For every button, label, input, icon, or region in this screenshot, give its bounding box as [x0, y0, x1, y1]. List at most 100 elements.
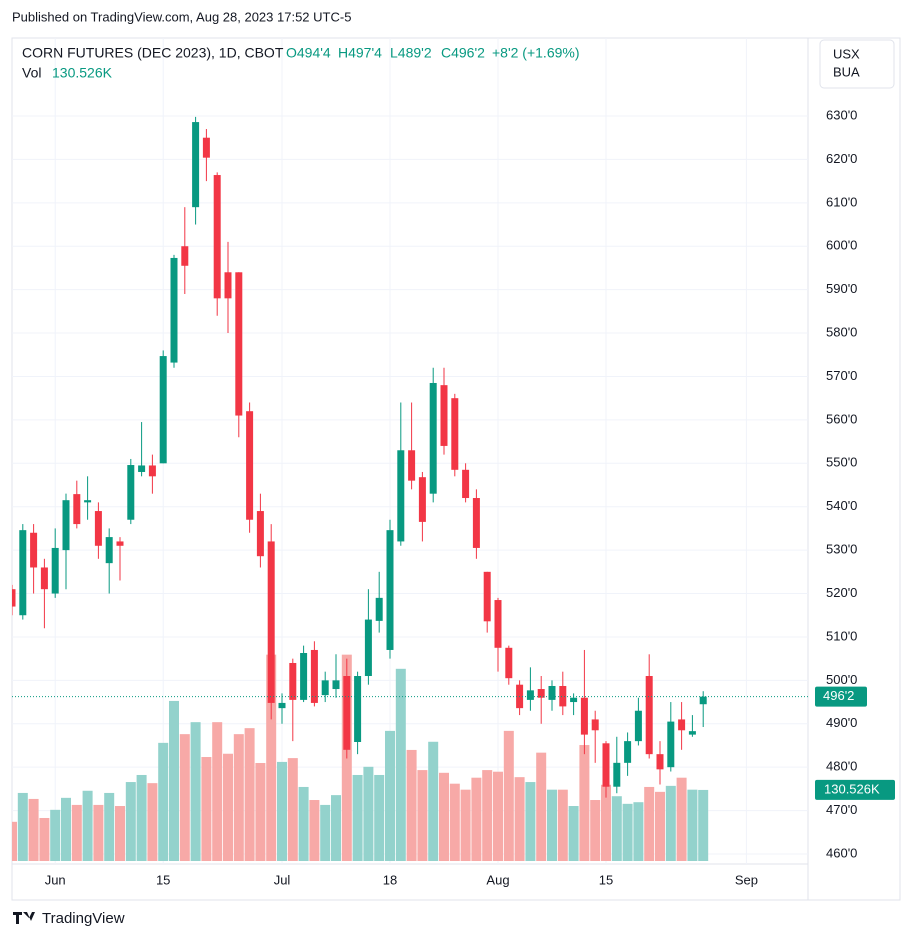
symbol: CORN FUTURES (DEC 2023), 1D, CBOT	[22, 45, 284, 61]
y-tick-label: 590'0	[826, 281, 857, 296]
candle-body	[580, 697, 588, 735]
volume-bar	[406, 749, 417, 861]
candle-body	[12, 589, 16, 607]
candle-body	[386, 530, 394, 650]
candle-body	[138, 465, 146, 472]
unit-line[interactable]: BUA	[833, 64, 860, 79]
candle-body	[591, 719, 599, 731]
candle-body	[634, 710, 642, 742]
volume-bar	[190, 722, 201, 861]
candle-body	[667, 721, 675, 768]
candle-body	[429, 382, 437, 494]
legend-open: O494'4	[286, 45, 331, 61]
volume-bar	[82, 790, 93, 861]
candle-body	[19, 530, 27, 616]
candle-body	[678, 719, 686, 731]
volume-bar	[439, 772, 449, 861]
candle-body	[159, 356, 167, 464]
candle-body	[62, 500, 70, 551]
x-tick-label: Jul	[274, 872, 291, 887]
volume-bar	[287, 758, 298, 861]
volume-bar	[169, 700, 179, 861]
candle-body	[462, 469, 470, 499]
axes: 460'0 470'0 480'0 490'0 500'0 510'0 520'0 530'0…	[45, 107, 895, 887]
volume-bar	[309, 800, 320, 861]
y-tick-label: 540'0	[826, 498, 857, 513]
legend-low: L489'2	[390, 45, 432, 61]
x-tick-label: 18	[383, 872, 397, 887]
candle-body	[94, 511, 102, 546]
last-volume-box	[815, 779, 895, 800]
volume-bar	[28, 798, 39, 861]
volume-bar	[601, 784, 611, 861]
x-tick-label: Aug	[486, 872, 509, 887]
volume-bar	[460, 789, 471, 861]
candle-body	[364, 619, 372, 677]
candle-body	[116, 541, 124, 546]
candle-body	[418, 477, 426, 522]
candle-body	[656, 754, 664, 770]
volume-bar	[536, 752, 547, 861]
volume-bar	[374, 774, 385, 861]
y-tick-label: 520'0	[826, 585, 857, 600]
x-tick-label: Sep	[735, 872, 758, 887]
volume-bar	[277, 761, 287, 861]
candle-body	[84, 500, 92, 503]
candle-body	[40, 567, 48, 590]
volume-bar	[93, 804, 104, 861]
volume-bar	[590, 800, 601, 861]
candle-body	[570, 697, 578, 703]
volume-bar	[557, 789, 568, 861]
candle-body	[483, 571, 491, 622]
candle-body	[688, 731, 696, 735]
volume-bar	[136, 774, 147, 861]
volume-bar	[482, 770, 493, 861]
volume-bar	[61, 797, 71, 861]
legend-high: H497'4	[338, 45, 382, 61]
y-tick-label: 470'0	[826, 802, 857, 817]
candle-body	[224, 272, 232, 299]
y-tick-label: 570'0	[826, 368, 857, 383]
currency-box[interactable]	[819, 39, 895, 89]
volume-bar	[417, 770, 428, 861]
currency-button[interactable]: USX BUA	[819, 39, 895, 89]
candle-body	[645, 676, 653, 755]
volume-bar	[50, 809, 61, 861]
candle-body	[181, 246, 189, 266]
volume-bar	[212, 722, 223, 861]
candle-body	[343, 676, 351, 750]
volume-bar	[547, 789, 557, 861]
volume-bar	[104, 792, 115, 861]
y-tick-label: 500'0	[826, 672, 857, 687]
legend: CORN FUTURES (DEC 2023), 1D, CBOT O494'4…	[22, 45, 580, 81]
volume-bar	[71, 804, 82, 861]
volume-bar	[179, 734, 190, 861]
volume-bar	[39, 817, 50, 861]
candle-body	[73, 494, 81, 525]
currency-line[interactable]: USX	[833, 46, 860, 61]
volume-bar	[255, 763, 266, 861]
volume-bar	[568, 806, 579, 861]
volume-bar	[266, 654, 277, 861]
volume-bar	[233, 734, 244, 861]
candle-body	[278, 702, 286, 709]
volume-bar	[352, 774, 363, 861]
legend-close: C496'2	[441, 45, 485, 61]
footer-logo: TradingView	[13, 910, 125, 927]
candle-body	[202, 137, 210, 158]
volume-bar	[395, 668, 406, 861]
candle-body	[256, 511, 264, 557]
volume-bar	[428, 741, 439, 861]
volume-value: 130.526K	[52, 65, 113, 81]
last-price-box	[815, 686, 867, 707]
candle-body	[526, 690, 534, 700]
volume-bar	[698, 789, 709, 861]
candle-body	[451, 398, 459, 470]
volume-bar	[676, 777, 687, 861]
candle-body	[192, 122, 200, 208]
last-volume-label: 130.526K	[824, 781, 880, 796]
candle-body	[613, 762, 621, 787]
volume-bar	[644, 786, 655, 861]
published-note: Published on TradingView.com, Aug 28, 20…	[12, 9, 351, 24]
